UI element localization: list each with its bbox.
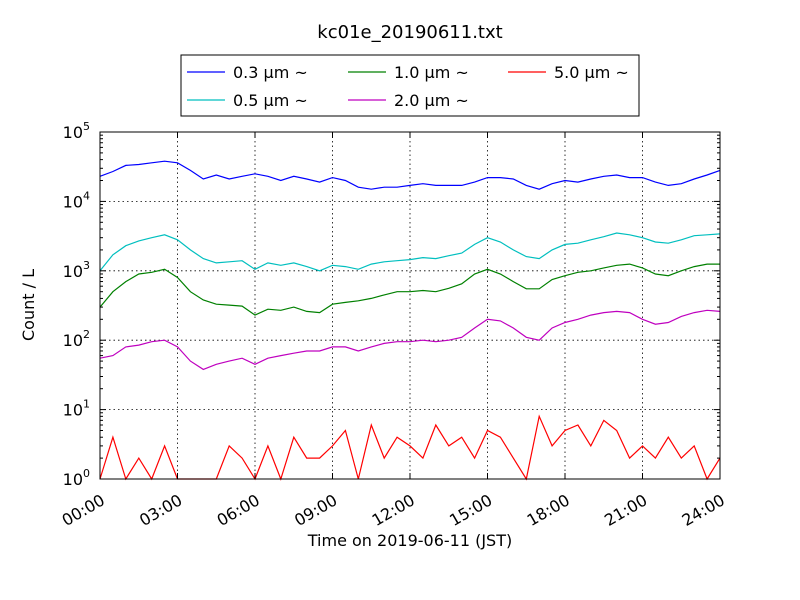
y-tick-label: 102 <box>63 328 90 350</box>
y-tick-label: 100 <box>63 467 90 489</box>
x-tick-label: 09:00 <box>291 490 340 530</box>
y-tick-label: 101 <box>63 398 90 420</box>
x-tick-label: 06:00 <box>214 490 263 530</box>
x-tick-label: 00:00 <box>59 490 108 530</box>
grid-lines <box>100 132 720 479</box>
x-tick-labels: 00:00 03:00 06:00 09:00 12:00 15:00 18:00 21:00… <box>59 490 728 530</box>
x-tick-label: 18:00 <box>524 490 573 530</box>
legend-label: 5.0 μm ~ <box>554 63 629 82</box>
x-axis-label: Time on 2019-06-11 (JST) <box>307 531 512 550</box>
x-tick-label: 24:00 <box>679 490 728 530</box>
legend: 0.3 μm ~ 0.5 μm ~ 1.0 μm ~ 2.0 μm ~ 5.0 μm ~ <box>180 54 640 117</box>
x-tick-label: 03:00 <box>136 490 185 530</box>
series-line <box>99 309 721 371</box>
legend-label: 2.0 μm ~ <box>394 91 469 110</box>
x-tick-label: 12:00 <box>369 490 418 530</box>
legend-label: 0.5 μm ~ <box>233 91 308 110</box>
legend-entries: 0.3 μm ~ 0.5 μm ~ 1.0 μm ~ 2.0 μm ~ 5.0 μm ~ <box>187 63 629 110</box>
y-tick-label: 103 <box>63 259 90 281</box>
x-tick-label: 15:00 <box>446 490 495 530</box>
y-tick-label: 105 <box>63 120 90 142</box>
plot-area <box>100 132 720 479</box>
y-tick-label: 104 <box>63 189 90 211</box>
series-line <box>99 160 721 190</box>
legend-box <box>180 54 640 117</box>
legend-label: 1.0 μm ~ <box>394 63 469 82</box>
y-tick-labels: 100 101 102 103 104 105 <box>63 120 90 489</box>
legend-label: 0.3 μm ~ <box>233 63 308 82</box>
series-line <box>99 232 721 272</box>
chart-title: kc01e_20190611.txt <box>317 22 502 43</box>
series-line <box>99 263 720 316</box>
y-axis-label: Count / L <box>19 269 38 341</box>
axis-ticks <box>99 132 721 480</box>
x-tick-label: 21:00 <box>601 490 650 530</box>
